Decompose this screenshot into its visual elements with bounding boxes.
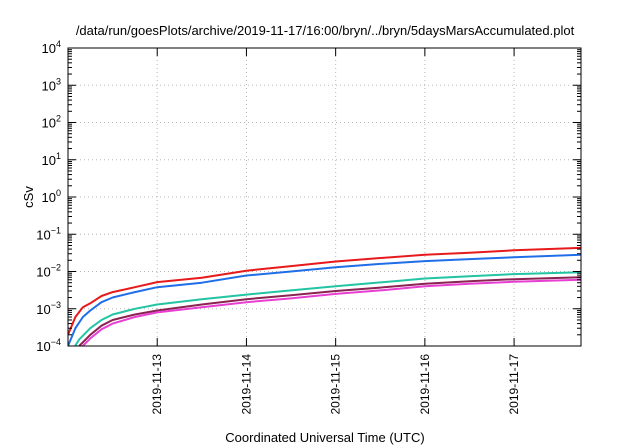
- x-tick-label: 2019-11-17: [507, 354, 521, 415]
- series-line: [68, 246, 581, 336]
- y-tick-label: 101: [42, 151, 61, 168]
- y-tick-label: 10−2: [36, 263, 61, 280]
- plot-lines: [68, 246, 581, 346]
- x-tick-label: 2019-11-14: [239, 354, 253, 415]
- series-line: [81, 278, 581, 346]
- x-axis-label: Coordinated Universal Time (UTC): [225, 430, 424, 445]
- y-tick-label: 104: [42, 39, 61, 56]
- y-tick-label: 102: [42, 114, 61, 131]
- y-axis-label: cSv: [21, 186, 36, 208]
- x-tick-label: 2019-11-15: [329, 354, 343, 415]
- grid: [68, 48, 581, 346]
- y-axis: 10−4 10−3 10−2 10−1 100 101 102 103 104: [36, 39, 581, 354]
- y-tick-label: 100: [42, 188, 61, 205]
- y-tick-label: 103: [42, 76, 61, 93]
- y-tick-label: 10−4: [36, 337, 61, 354]
- chart-title: /data/run/goesPlots/archive/2019-11-17/1…: [76, 23, 575, 38]
- x-tick-label: 2019-11-13: [150, 354, 164, 415]
- y-tick-label: 10−3: [36, 300, 61, 317]
- x-axis: 2019-11-13 2019-11-14 2019-11-15 2019-11-16…: [150, 48, 521, 415]
- series-line: [68, 253, 581, 346]
- series-line: [73, 271, 581, 346]
- series-line: [77, 276, 581, 346]
- y-tick-label: 10−1: [36, 225, 61, 242]
- x-tick-label: 2019-11-16: [418, 354, 432, 415]
